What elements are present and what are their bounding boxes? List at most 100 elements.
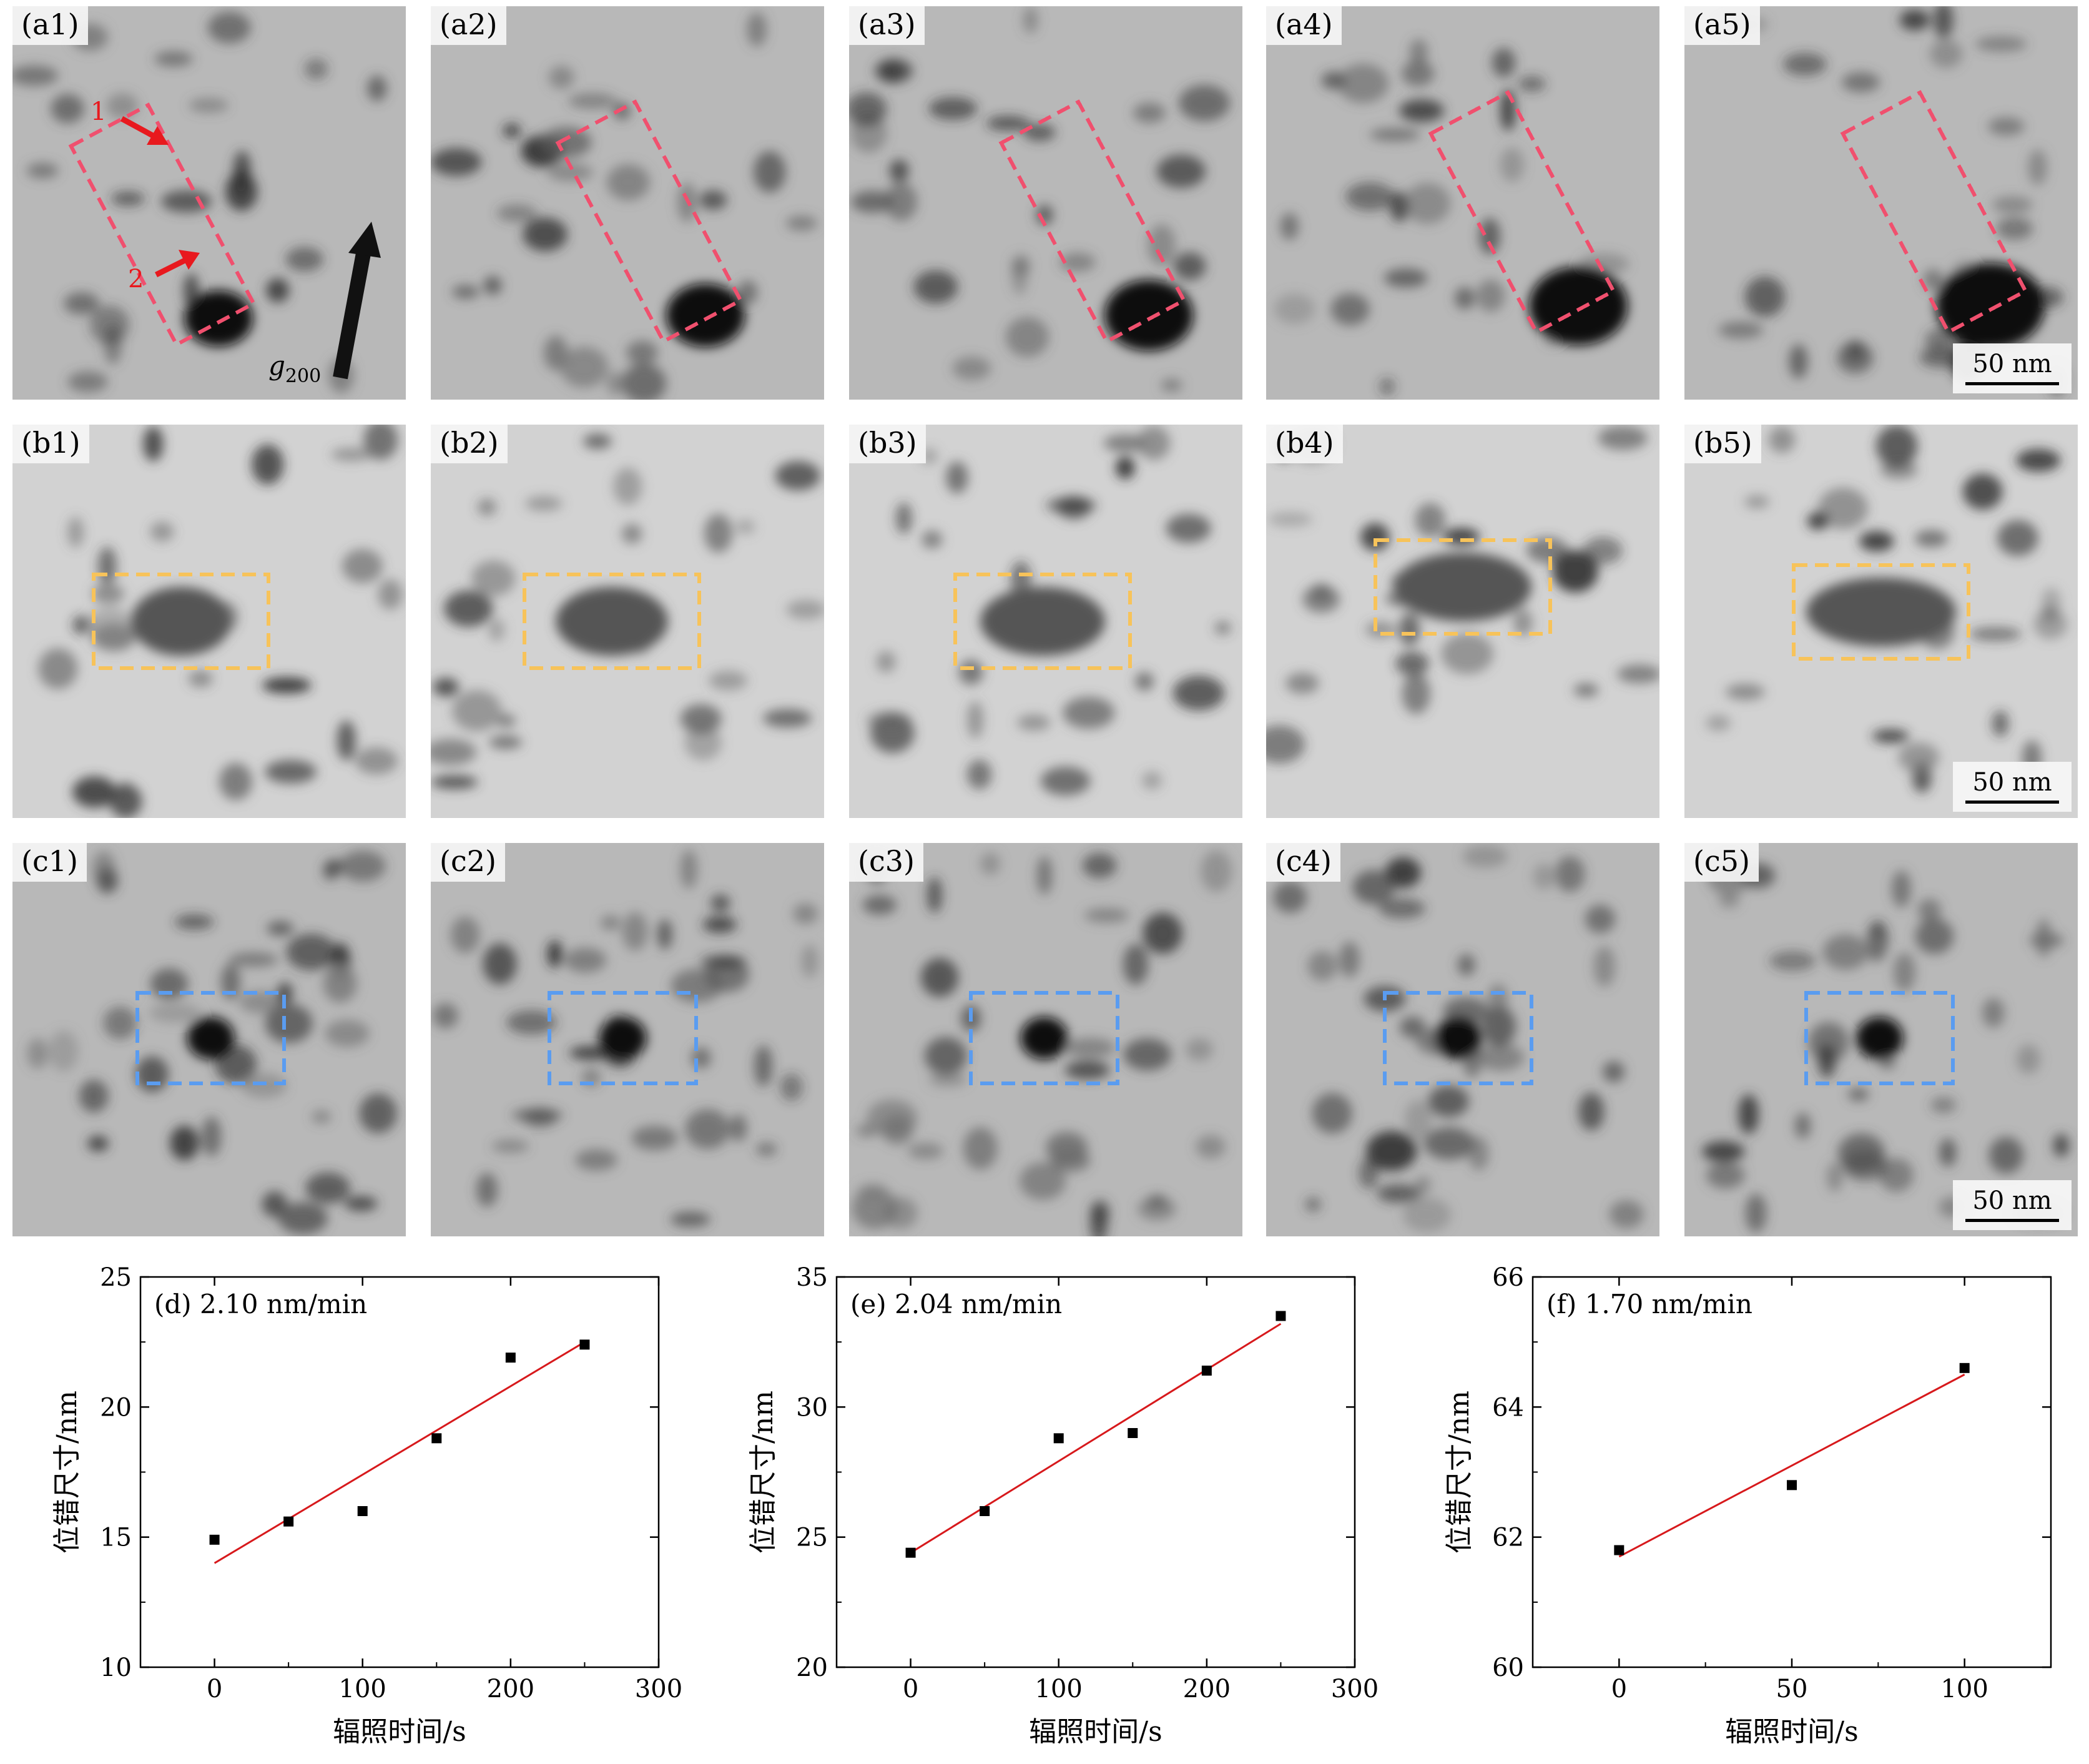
y-tick-label: 64: [1492, 1393, 1524, 1422]
data-point: [1053, 1433, 1064, 1444]
tem-micrograph: [431, 843, 824, 1236]
data-point: [905, 1547, 916, 1558]
plot-frame: [139, 1276, 660, 1668]
tem-panel-b4: (b4): [1266, 425, 1659, 818]
x-tick-label: 0: [207, 1675, 222, 1703]
x-tick-label: 0: [1611, 1675, 1627, 1703]
y-tick-label: 62: [1492, 1524, 1524, 1552]
x-axis-label: 辐照时间/s: [1725, 1716, 1858, 1748]
chart-svg: 0 50 100 60 62 64 66 辐照时间/s 位错尺寸/nm (f) 1.70 nm/m…: [1443, 1263, 2052, 1748]
tem-panel-b2: (b2): [431, 425, 824, 818]
panel-label: (b2): [431, 425, 508, 463]
panel-label: (c2): [431, 843, 505, 882]
highlight-box: [969, 991, 1119, 1085]
y-tick-label: 66: [1492, 1263, 1524, 1292]
tem-panel-c2: (c2): [431, 843, 824, 1236]
data-point: [209, 1534, 220, 1545]
y-axis-label: 位错尺寸/nm: [51, 1391, 83, 1554]
scale-bar-label: 50 nm: [1972, 768, 2052, 797]
x-tick-label: 100: [1035, 1675, 1083, 1703]
tem-micrograph: [1266, 425, 1659, 818]
tem-panel-a3: (a3): [849, 6, 1242, 400]
tem-panel-b3: (b3): [849, 425, 1242, 818]
y-tick-label: 25: [100, 1263, 132, 1292]
panel-label: (b4): [1266, 425, 1343, 463]
highlight-box: [548, 991, 698, 1085]
tem-panel-a1: 1 2 g200 (a1): [12, 6, 406, 400]
panel-label: (a1): [12, 6, 88, 45]
highlight-box: [1374, 538, 1552, 636]
data-point: [505, 1353, 516, 1363]
scale-bar-label: 50 nm: [1972, 350, 2052, 378]
linear-fit-line: [910, 1323, 1282, 1554]
tem-panel-c3: (c3): [849, 843, 1242, 1236]
tem-micrograph: [431, 6, 824, 400]
data-point: [357, 1506, 368, 1516]
plot-frame: [1531, 1276, 2052, 1668]
scale-bar: 50 nm: [1953, 1180, 2072, 1230]
data-point: [283, 1516, 294, 1527]
tem-micrograph: [849, 6, 1242, 400]
x-tick-label: 100: [339, 1675, 386, 1703]
tem-micrograph: [849, 425, 1242, 818]
chart-e: 0 100 200 300 20 25 30 35 辐照时间/s 位错尺寸/nm (e) 2.04 …: [734, 1261, 1389, 1761]
x-tick-label: 0: [903, 1675, 918, 1703]
highlight-box: [1840, 90, 2028, 335]
y-tick-label: 10: [100, 1653, 132, 1682]
panel-label: (a2): [431, 6, 506, 45]
highlight-box: [68, 102, 257, 347]
x-tick-label: 200: [1183, 1675, 1231, 1703]
data-point: [980, 1506, 990, 1516]
scale-bar-line: [1965, 382, 2059, 385]
y-tick-label: 30: [796, 1393, 828, 1422]
y-tick-label: 60: [1492, 1653, 1524, 1682]
panel-label: (b5): [1684, 425, 1761, 463]
panel-label: (c1): [12, 843, 87, 882]
panel-label: (b3): [849, 425, 926, 463]
y-tick-label: 20: [796, 1653, 828, 1682]
tem-micrograph: [849, 843, 1242, 1236]
tem-panel-b5: (b5) 50 nm: [1684, 425, 2078, 818]
y-tick-label: 35: [796, 1263, 828, 1292]
scale-bar-line: [1965, 1219, 2059, 1222]
y-tick-label: 20: [100, 1393, 132, 1422]
panel-label: (c3): [849, 843, 923, 882]
tem-micrograph: [12, 425, 406, 818]
data-point: [1276, 1311, 1286, 1321]
plot-frame: [835, 1276, 1356, 1668]
rate-annotation: (f) 1.70 nm/min: [1546, 1289, 1752, 1319]
tem-panel-a5: (a5) 50 nm: [1684, 6, 2078, 400]
panel-label: (a4): [1266, 6, 1342, 45]
data-point: [1201, 1366, 1212, 1376]
scale-bar-label: 50 nm: [1972, 1186, 2052, 1215]
chart-d: 0 100 200 300 10 15 20 25 辐照时间/s 位错尺寸/nm (d) 2.10 …: [37, 1261, 693, 1761]
tem-micrograph: [1266, 6, 1659, 400]
highlight-box: [1428, 90, 1616, 335]
data-point: [579, 1339, 590, 1350]
highlight-box: [555, 99, 744, 344]
linear-fit-line: [214, 1341, 586, 1564]
arrow-label-1: 1: [91, 97, 106, 126]
panel-label: (a3): [849, 6, 925, 45]
tem-micrograph: [1684, 843, 2078, 1236]
data-point: [1959, 1362, 1970, 1373]
x-tick-label: 50: [1776, 1675, 1808, 1703]
panel-label: (a5): [1684, 6, 1760, 45]
x-tick-label: 200: [487, 1675, 534, 1703]
scale-bar: 50 nm: [1953, 762, 2072, 812]
highlight-box: [523, 573, 701, 670]
chart-svg: 0 100 200 300 20 25 30 35 辐照时间/s 位错尺寸/nm (e) 2.04 …: [747, 1263, 1379, 1748]
data-point: [431, 1433, 442, 1444]
scale-bar: 50 nm: [1953, 343, 2072, 393]
panel-label: (c4): [1266, 843, 1340, 882]
highlight-box: [998, 99, 1187, 344]
tem-micrograph: [1684, 6, 2078, 400]
tem-micrograph: [1266, 843, 1659, 1236]
arrow-label-2: 2: [128, 265, 144, 293]
data-point: [1128, 1428, 1138, 1438]
x-tick-label: 300: [635, 1675, 682, 1703]
chart-svg: 0 100 200 300 10 15 20 25 辐照时间/s 位错尺寸/nm (d) 2.10 …: [51, 1263, 682, 1748]
chart-f: 0 50 100 60 62 64 66 辐照时间/s 位错尺寸/nm (f) 1.70 nm/m…: [1430, 1261, 2085, 1761]
y-tick-label: 15: [100, 1524, 132, 1552]
